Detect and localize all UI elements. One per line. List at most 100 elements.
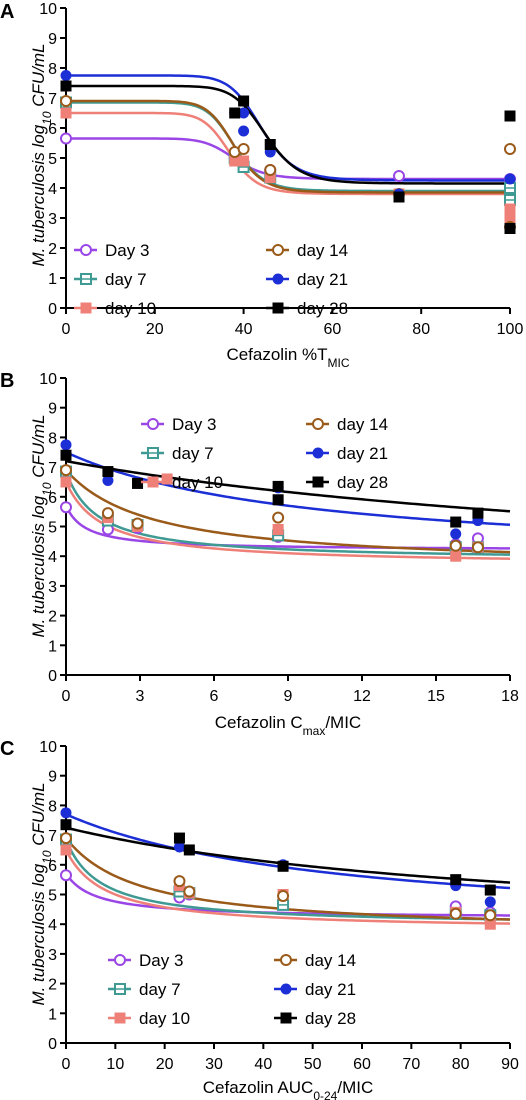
legend-marker-day28 [280, 1012, 292, 1024]
legend-label-day10: day 10 [139, 1009, 190, 1028]
legend-marker-day10 [147, 476, 159, 488]
data-point-day14 [183, 885, 196, 898]
legend-marker-day21 [312, 447, 324, 459]
data-point-day21 [60, 807, 72, 819]
data-point-day28 [60, 80, 72, 92]
data-point-day10 [504, 203, 516, 215]
x-tick-label: 80 [452, 1056, 470, 1073]
legend-marker-day28 [312, 476, 324, 488]
data-point-day21 [484, 896, 496, 908]
y-tick-label: 3 [48, 211, 57, 228]
data-point-day10 [60, 476, 72, 488]
legend-label-day3: Day 3 [139, 951, 183, 970]
x-tick-label: 80 [412, 321, 430, 338]
legend-label-day21: day 21 [305, 980, 356, 999]
x-tick-label: 0 [62, 321, 71, 338]
y-axis-title-suffix: CFU/mL [29, 43, 48, 111]
x-tick-label: 20 [156, 1056, 174, 1073]
x-tick-label: 20 [146, 321, 164, 338]
y-tick-label: 6 [48, 858, 57, 875]
fit-curve-day10 [64, 849, 511, 925]
data-point-day14 [173, 875, 186, 888]
data-point-day14 [131, 517, 144, 530]
x-tick-label: 60 [324, 321, 342, 338]
legend-label-day21: day 21 [297, 270, 348, 289]
data-point-day28 [450, 874, 462, 886]
y-axis-title-suffix: CFU/mL [29, 414, 48, 482]
data-point-day3 [60, 132, 72, 145]
legend-label-day7: day 7 [139, 980, 181, 999]
y-tick-label: 1 [48, 638, 57, 655]
x-axis-title-subscript: max [303, 724, 326, 738]
y-tick-label: 4 [48, 917, 57, 934]
y-tick-label: 8 [48, 430, 57, 447]
y-tick-label: 0 [48, 301, 57, 318]
data-point-day28 [60, 449, 72, 461]
y-tick-label: 7 [48, 828, 57, 845]
y-tick-label: 9 [48, 401, 57, 418]
fit-curve-day28 [65, 459, 511, 513]
data-point-day28 [504, 110, 516, 122]
y-axis-title-subscript: 10 [40, 850, 54, 864]
y-tick-label: 6 [48, 121, 57, 138]
legend-marker-day3 [80, 244, 92, 256]
data-point-day14 [101, 507, 114, 520]
y-tick-label: 5 [48, 888, 57, 905]
x-tick-label: 50 [304, 1056, 322, 1073]
y-tick-label: 1 [48, 1006, 57, 1023]
data-point-day14 [272, 511, 285, 524]
legend-marker-day14 [312, 418, 324, 430]
fit-curve-day14 [65, 469, 511, 554]
panel-c-chart: 0 1 2 3 4 5 6 7 8 9 10 0 10 20 30 40 50 60 70 80 90 Cefazolin… [29, 739, 519, 1100]
fit-curve-day28 [66, 84, 510, 185]
data-point-day14 [504, 143, 516, 155]
legend-marker-day10 [114, 1012, 126, 1024]
y-tick-label: 5 [48, 151, 57, 168]
data-point-day14 [449, 539, 462, 552]
y-axis-title-main: M. tuberculosis log [29, 863, 48, 1005]
y-axis-title-subscript: 10 [40, 111, 54, 125]
data-point-day28 [60, 819, 72, 831]
legend-marker-day3 [114, 954, 126, 966]
legend-marker-day7 [80, 273, 92, 285]
data-point-day28 [277, 860, 289, 872]
x-axis-title-suffix: /MIC [337, 1078, 373, 1097]
y-axis-title-subscript: 10 [40, 482, 54, 496]
y-tick-label: 10 [39, 1, 57, 18]
data-point-day10 [238, 155, 250, 167]
data-point-day14 [60, 464, 72, 477]
y-tick-label: 0 [48, 1036, 57, 1053]
legend-label-day10: day 10 [172, 473, 223, 492]
data-point-day21 [60, 439, 72, 451]
y-tick-label: 0 [48, 668, 57, 685]
y-tick-label: 6 [48, 490, 57, 507]
x-axis-title-subscript: MIC [328, 356, 350, 370]
x-tick-label: 10 [106, 1056, 124, 1073]
y-tick-label: 3 [48, 579, 57, 596]
y-tick-label: 7 [48, 91, 57, 108]
data-point-day28 [484, 884, 496, 896]
x-axis-title: Cefazolin AUC0-24/MIC [203, 1078, 373, 1100]
legend-marker-day10 [80, 302, 92, 314]
legend-label-day21: day 21 [337, 444, 388, 463]
panel-label-a: A [0, 1, 14, 23]
y-axis-title: M. tuberculosis log10 CFU/mL [29, 782, 54, 1005]
fit-curve-day10 [66, 111, 510, 196]
data-point-day14 [277, 889, 290, 902]
x-tick-label: 100 [497, 321, 524, 338]
data-point-day14 [264, 164, 277, 176]
data-point-day10 [272, 523, 284, 535]
y-tick-label: 4 [48, 549, 57, 566]
legend-marker-day3 [147, 418, 159, 430]
legend-label-day28: day 28 [337, 473, 388, 492]
y-tick-label: 2 [48, 609, 57, 626]
data-point-day14 [484, 909, 497, 922]
y-tick-label: 3 [48, 947, 57, 964]
legend-label-day14: day 14 [305, 951, 356, 970]
legend-label-day3: Day 3 [105, 241, 149, 260]
y-tick-label: 8 [48, 798, 57, 815]
data-point-day21 [238, 125, 250, 137]
